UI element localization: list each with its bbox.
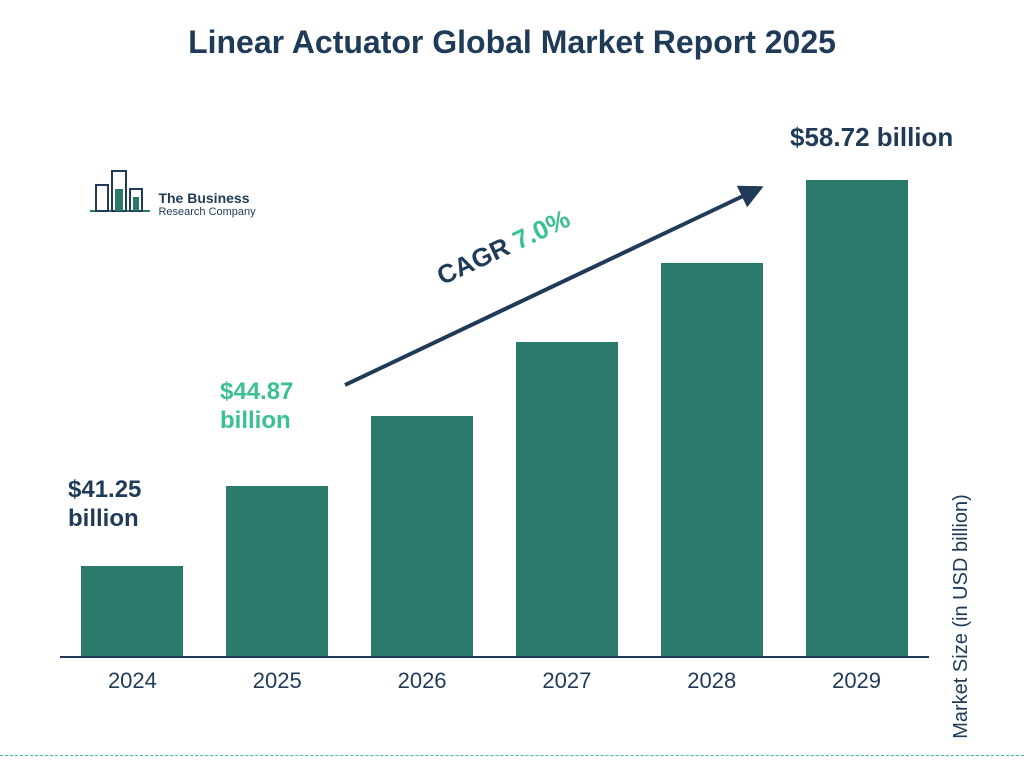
report-canvas: Linear Actuator Global Market Report 202… (0, 0, 1024, 768)
x-axis-category: 2025 (205, 668, 350, 694)
value-annotation: $44.87 billion (220, 378, 350, 436)
bar (516, 342, 618, 658)
bar (806, 180, 908, 658)
value-annotation: $58.72 billion (790, 122, 1010, 153)
bar (81, 566, 183, 658)
bar (226, 486, 328, 658)
bar-slot: 2029 (784, 100, 929, 658)
bar-slot: 2024 (60, 100, 205, 658)
bottom-divider (0, 755, 1024, 756)
bar-slot: 2026 (350, 100, 495, 658)
bars-container: 202420252026202720282029 (60, 100, 929, 658)
x-axis-category: 2026 (350, 668, 495, 694)
y-axis-label: Market Size (in USD billion) (950, 494, 973, 739)
x-axis-category: 2024 (60, 668, 205, 694)
value-annotation: $41.25 billion (68, 476, 198, 534)
x-axis-category: 2029 (784, 668, 929, 694)
x-axis-category: 2027 (494, 668, 639, 694)
x-axis-line (60, 656, 929, 658)
report-title: Linear Actuator Global Market Report 202… (0, 24, 1024, 61)
bar-slot: 2028 (639, 100, 784, 658)
bar (371, 416, 473, 658)
bar-slot: 2027 (494, 100, 639, 658)
x-axis-category: 2028 (639, 668, 784, 694)
bar (661, 263, 763, 658)
bar-chart: 202420252026202720282029 (60, 140, 929, 698)
